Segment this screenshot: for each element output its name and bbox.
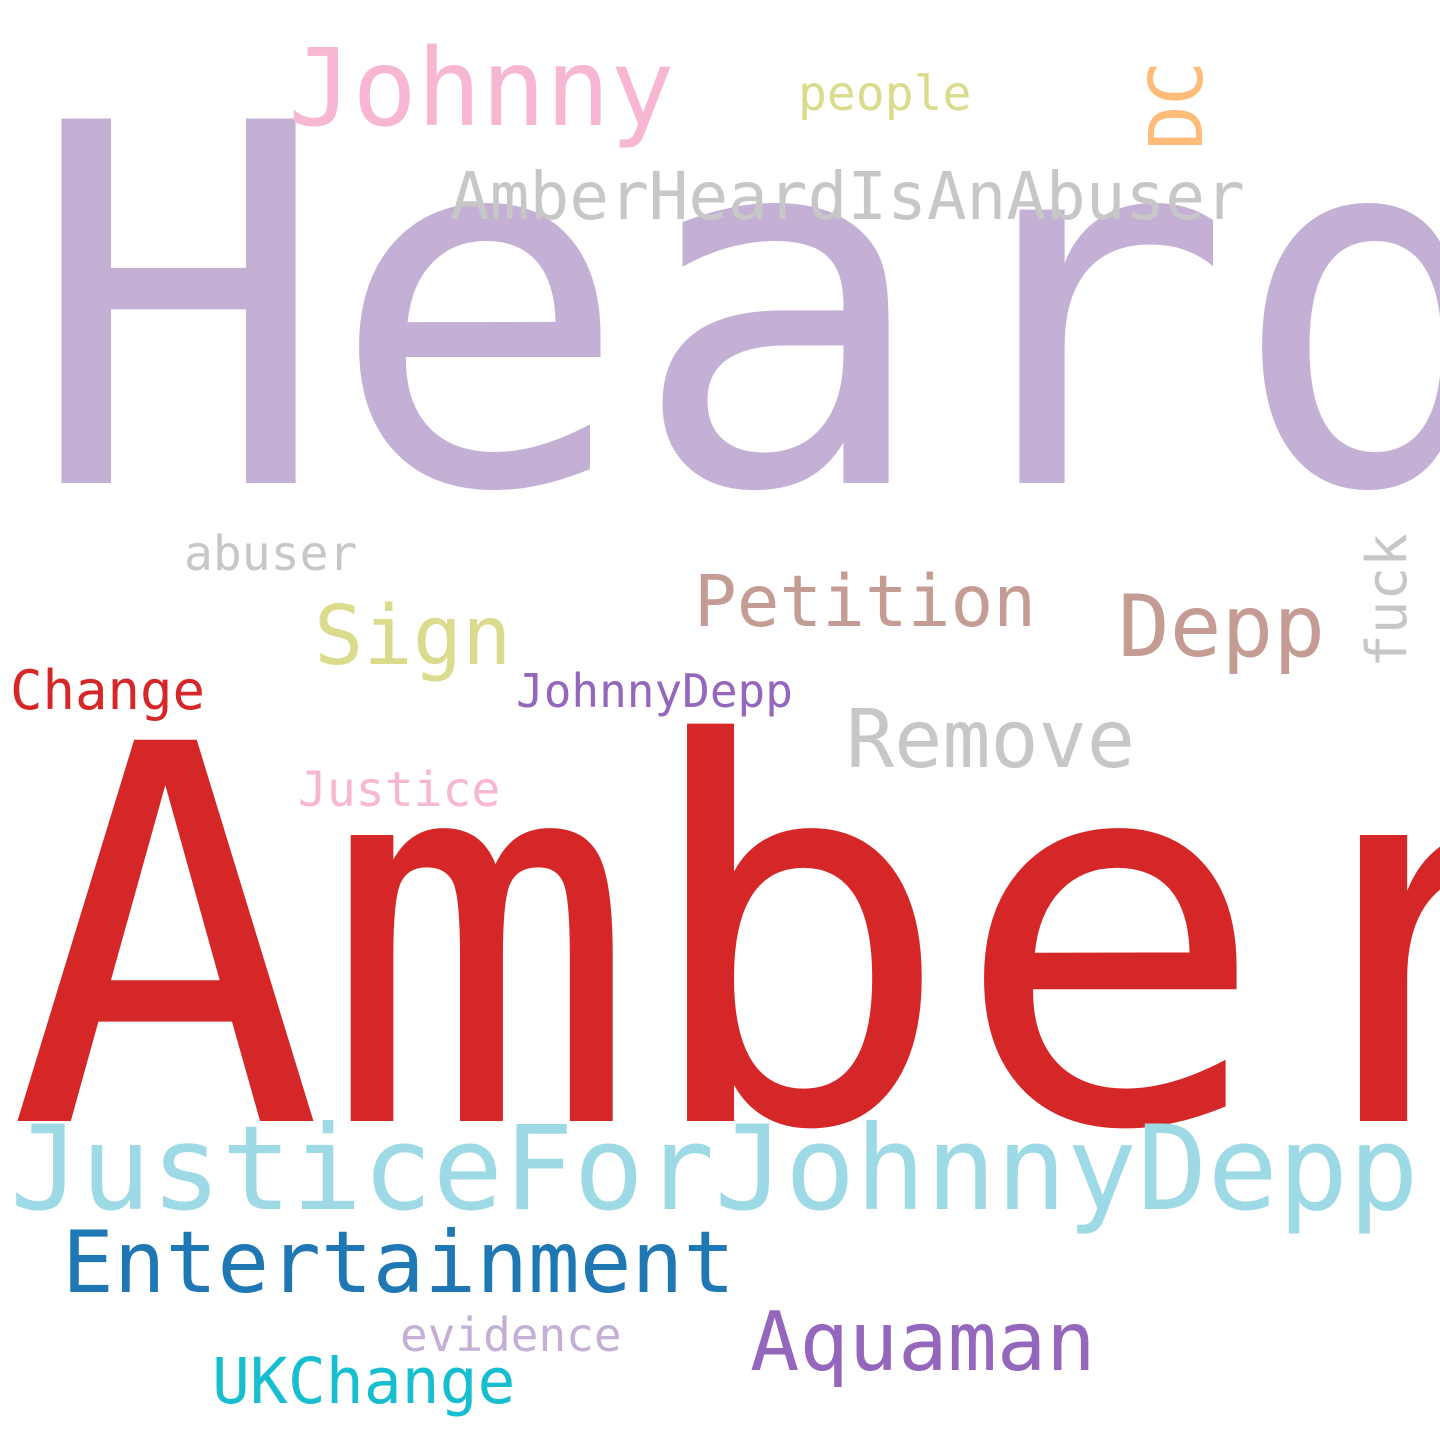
word-dc: DC [1134, 60, 1220, 150]
word-abuser: abuser [184, 526, 358, 582]
word-johnny: Johnny [288, 27, 675, 151]
word-remove: Remove [846, 693, 1135, 786]
word-evidence: evidence [400, 1308, 622, 1362]
word-heard: Heard [28, 19, 1440, 601]
word-people: people [798, 66, 972, 122]
word-justicefor-johnnydepp: JusticeForJohnnyDepp [10, 1100, 1419, 1237]
word-johnnydepp: JohnnyDepp [516, 664, 793, 718]
word-amberheardisanabuser: AmberHeardIsAnAbuser [450, 158, 1245, 235]
word-aquaman: Aquaman [750, 1295, 1096, 1390]
word-fuck: fuck [1355, 533, 1420, 668]
word-ukchange: UKChange [212, 1345, 516, 1418]
word-change: Change [10, 659, 206, 722]
word-amber: Amber [8, 637, 1440, 1245]
word-sign: Sign [314, 589, 512, 684]
word-entertainment: Entertainment [62, 1213, 736, 1313]
word-petition: Petition [694, 560, 1036, 643]
word-depp: Depp [1118, 577, 1326, 677]
word-justice: Justice [298, 762, 501, 818]
